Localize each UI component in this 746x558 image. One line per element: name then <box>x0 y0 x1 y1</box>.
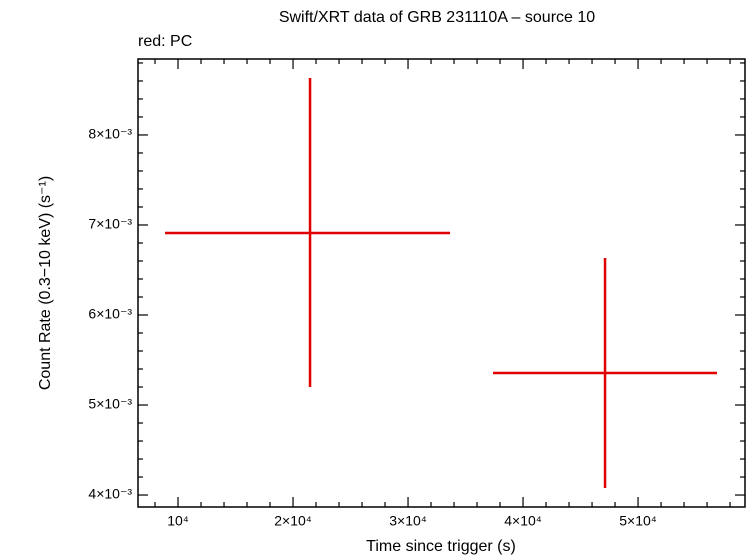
y-axis-label: Count Rate (0.3−10 keV) (s⁻¹) <box>37 176 54 390</box>
y-tick-label: 7×10⁻³ <box>88 216 132 232</box>
subtitle: red: PC <box>138 33 192 50</box>
plot-frame <box>137 58 746 508</box>
x-tick-label: 2×10⁴ <box>274 513 312 529</box>
y-tick-label: 8×10⁻³ <box>88 126 132 142</box>
x-tick-label: 5×10⁴ <box>619 513 657 529</box>
y-tick-label: 6×10⁻³ <box>88 306 132 322</box>
x-tick-label: 3×10⁴ <box>389 513 427 529</box>
x-tick-label: 4×10⁴ <box>504 513 542 529</box>
x-tick-label: 10⁴ <box>167 513 189 529</box>
y-tick-label: 5×10⁻³ <box>88 396 132 412</box>
chart-title: Swift/XRT data of GRB 231110A – source 1… <box>279 9 595 26</box>
x-axis-label: Time since trigger (s) <box>366 538 516 555</box>
y-tick-label: 4×10⁻³ <box>88 486 132 502</box>
